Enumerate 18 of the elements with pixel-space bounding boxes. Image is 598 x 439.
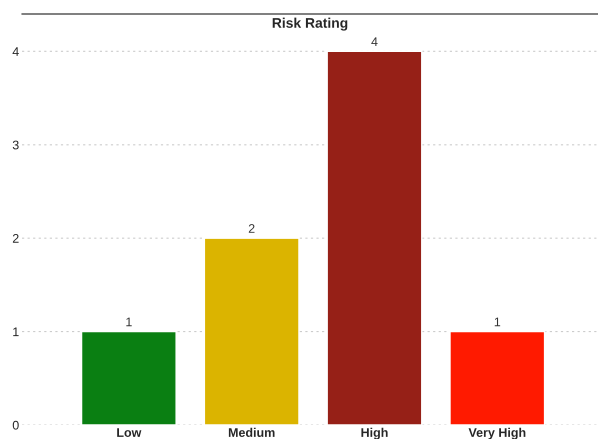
x-tick-label: Low — [117, 428, 142, 437]
y-tick-label: 2 — [12, 234, 19, 243]
data-label: 1 — [126, 318, 132, 326]
bar — [326, 50, 422, 425]
data-label: 1 — [494, 318, 500, 326]
y-tick-label: 3 — [12, 140, 19, 150]
bar — [80, 330, 177, 425]
x-tick-label: High — [361, 428, 388, 439]
bar — [449, 330, 546, 425]
bar — [204, 237, 300, 425]
x-tick-label: Medium — [228, 428, 274, 437]
y-tick-label: 0 — [12, 420, 19, 430]
y-tick-label: 4 — [12, 47, 19, 56]
chart-title: Risk Rating — [272, 18, 348, 31]
x-tick-label: Very High — [468, 428, 526, 439]
data-label: 2 — [248, 224, 255, 233]
data-label: 4 — [371, 37, 378, 46]
y-tick-label: 1 — [13, 328, 19, 336]
